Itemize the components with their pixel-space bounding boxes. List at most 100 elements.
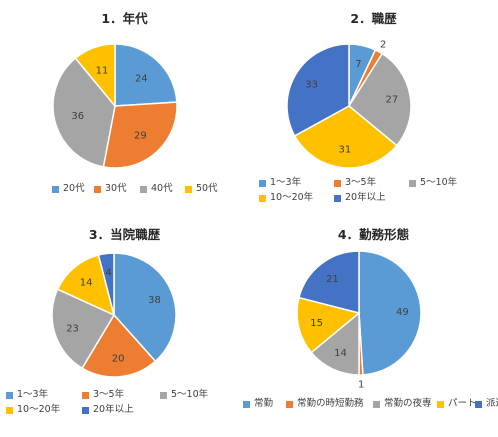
pie-slice-1	[102, 101, 178, 169]
legend-swatch	[409, 179, 416, 187]
pie-slice-3	[293, 105, 398, 169]
chart-hospital-career: 3．当院職歴 38 20 23 14 4 1～3年 3～5年 5～10年 10～20年 20年以…	[0, 212, 249, 424]
chart-title: 2．職歴	[350, 11, 397, 26]
pie-slice-0	[114, 43, 178, 107]
data-label: 38	[148, 295, 161, 306]
legend-item: パート	[437, 397, 477, 411]
legend-label: 40代	[151, 183, 173, 194]
legend-label: 20代	[63, 183, 85, 194]
pie-slice-1	[81, 313, 157, 378]
legend-swatch	[475, 400, 482, 408]
data-label: 1	[358, 379, 364, 390]
legend-item: 50代	[185, 182, 218, 196]
legend-label: 10～20年	[270, 192, 314, 203]
legend-item: 20年以上	[334, 191, 386, 205]
data-label: 36	[71, 111, 84, 122]
pie-slice-0	[113, 252, 177, 363]
data-label: 11	[96, 65, 109, 76]
data-label: 2	[380, 39, 386, 50]
legend-label: 30代	[105, 183, 127, 194]
legend-label: 1～3年	[270, 177, 302, 188]
data-label: 7	[355, 59, 361, 70]
legend-item: 5～10年	[409, 176, 457, 190]
pie-work-style: 49 1 14 15 21	[296, 250, 422, 390]
pie-slice-2	[348, 52, 412, 147]
pie-age: 24 29 36 11	[52, 43, 178, 169]
pie-slice-3	[56, 254, 116, 317]
data-label: 27	[385, 95, 398, 106]
legend-swatch	[334, 194, 341, 202]
legend-swatch	[52, 185, 59, 193]
pie-slice-2	[310, 311, 360, 376]
legend-hospital-career: 1～3年 3～5年 5～10年 10～20年 20年以上	[0, 388, 249, 428]
legend-career: 1～3年 3～5年 5～10年 10～20年 20年以上	[249, 176, 498, 216]
pie-slice-4	[298, 250, 360, 314]
legend-item: 派遣	[475, 397, 498, 411]
chart-title: 1．年代	[101, 11, 148, 26]
legend-swatch	[82, 391, 89, 399]
legend-swatch	[259, 179, 266, 187]
legend-swatch	[334, 179, 341, 187]
legend-label: 3～5年	[93, 389, 125, 400]
data-label: 29	[134, 130, 147, 141]
data-label: 15	[310, 318, 323, 329]
data-label: 14	[80, 277, 93, 288]
legend-item: 20年以上	[82, 403, 134, 417]
legend-swatch	[160, 391, 167, 399]
pie-slice-2	[51, 288, 116, 370]
chart-age: 1．年代 24 29 36 11 20代 30代 40代 50代	[0, 0, 249, 212]
chart-title: 4．勤務形態	[337, 227, 410, 242]
legend-swatch	[243, 400, 250, 408]
chart-title: 3．当院職歴	[88, 227, 161, 242]
legend-swatch	[373, 400, 380, 408]
legend-item: 10～20年	[6, 403, 60, 417]
legend-label: 5～10年	[171, 389, 209, 400]
pie-slice-0	[358, 250, 422, 376]
legend-label: 3～5年	[345, 177, 377, 188]
data-label: 33	[305, 79, 318, 90]
legend-label: 10～20年	[17, 404, 61, 415]
legend-label: 20年以上	[345, 192, 386, 203]
legend-swatch	[140, 185, 147, 193]
legend-item: 常勤の時短勤務	[286, 397, 364, 411]
data-label: 21	[326, 274, 339, 285]
legend-swatch	[6, 406, 13, 414]
data-label: 31	[339, 145, 352, 156]
legend-swatch	[259, 194, 266, 202]
pie-career: 7 2 27 31 33	[286, 39, 412, 169]
legend-age: 20代 30代 40代 50代	[0, 182, 249, 222]
chart-career: 2．職歴 7 2 27 31 33 1～3年 3～5年 5～10年 10～20年 20年以上	[249, 0, 498, 212]
chart-work-style: 4．勤務形態 49 1 14 15 21 常勤 常勤の時短勤務 常勤の夜専 パート派遣	[243, 212, 498, 424]
legend-swatch	[286, 400, 293, 408]
legend-item: 40代	[140, 182, 173, 196]
legend-label: 5～10年	[420, 177, 458, 188]
legend-item: 常勤の夜専	[373, 397, 432, 411]
legend-item: 30代	[94, 182, 127, 196]
legend-item: 10～20年	[259, 191, 313, 205]
data-label: 49	[396, 307, 409, 318]
legend-label: 常勤の夜専	[384, 398, 432, 409]
data-label: 20	[112, 354, 125, 365]
pie-slice-3	[296, 296, 361, 354]
legend-swatch	[6, 391, 13, 399]
legend-swatch	[82, 406, 89, 414]
pie-slice-3	[74, 43, 116, 109]
legend-label: 常勤の時短勤務	[297, 398, 364, 409]
pie-hospital-career: 38 20 23 14 4	[51, 252, 177, 378]
legend-label: 1～3年	[17, 389, 49, 400]
legend-item: 3～5年	[82, 388, 124, 402]
pie-slice-4	[286, 43, 350, 137]
data-label: 24	[135, 73, 148, 84]
legend-item: 3～5年	[334, 176, 376, 190]
legend-swatch	[94, 185, 101, 193]
legend-work-style: 常勤 常勤の時短勤務 常勤の夜専 パート派遣	[243, 397, 498, 437]
legend-item: 常勤	[243, 397, 273, 411]
data-label: 4	[105, 267, 111, 278]
pie-slice-2	[52, 57, 116, 168]
legend-label: パート	[448, 398, 477, 409]
legend-swatch	[185, 185, 192, 193]
data-label: 14	[334, 348, 347, 359]
legend-item: 1～3年	[6, 388, 48, 402]
data-label: 23	[66, 323, 79, 334]
pie-slice-4	[97, 252, 115, 316]
